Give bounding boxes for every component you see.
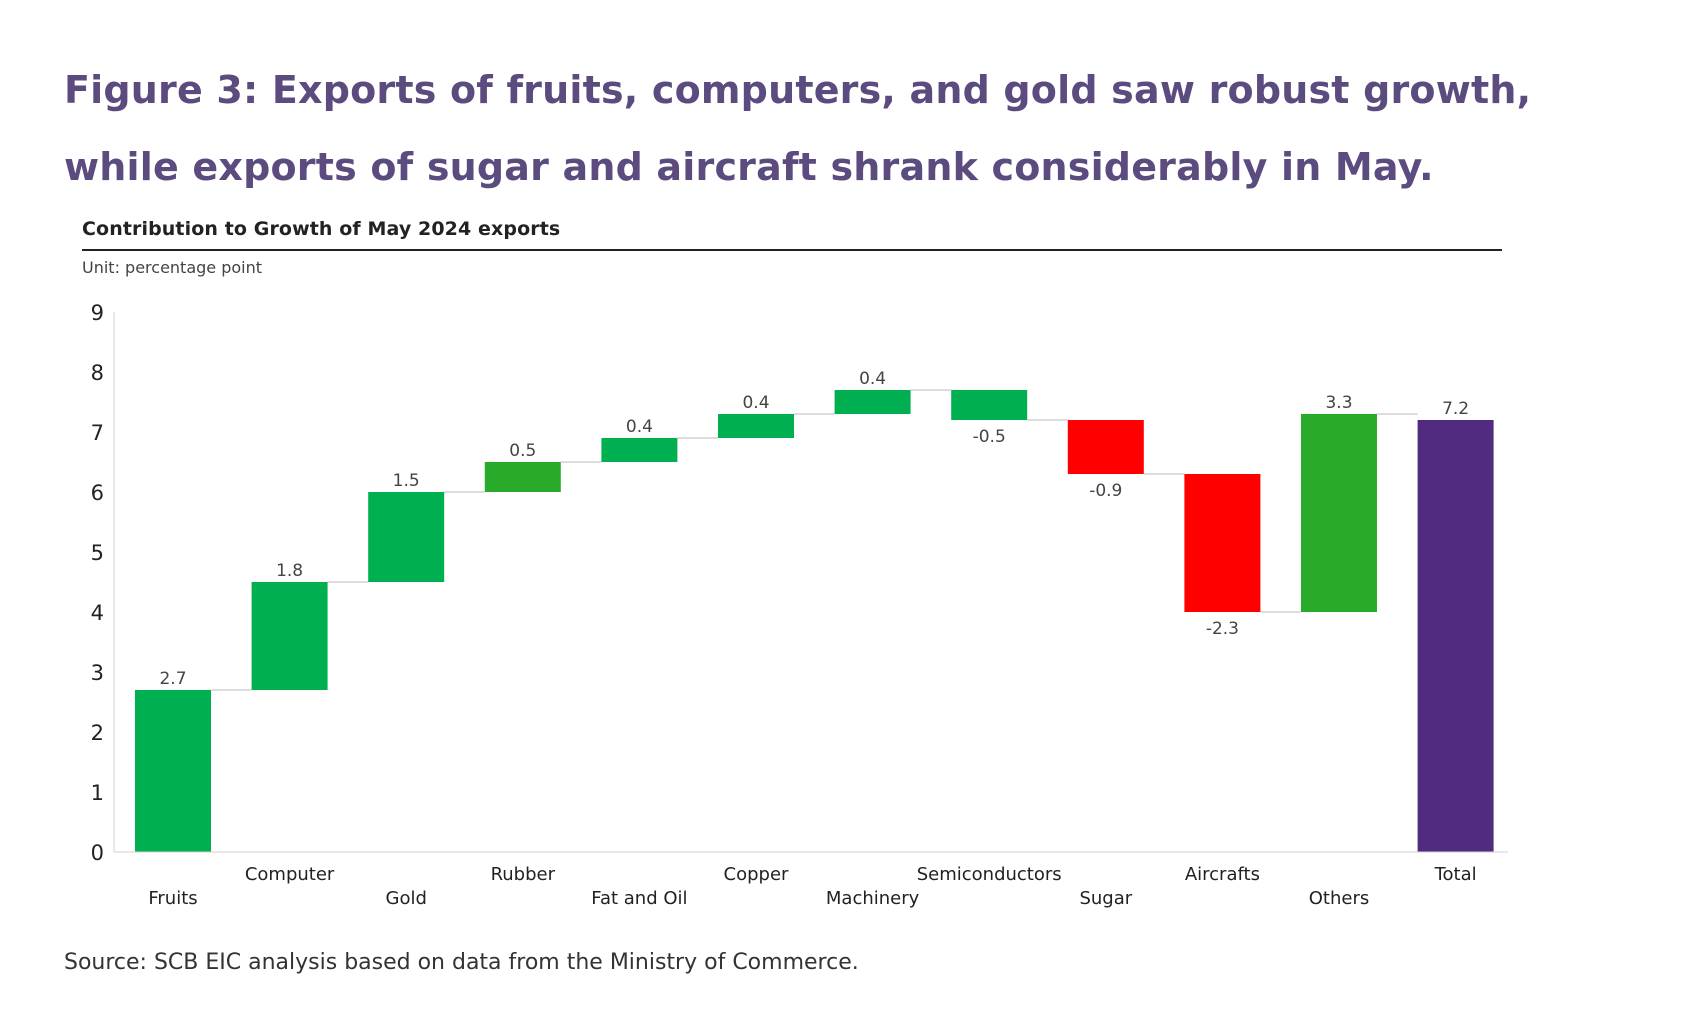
data-label: 1.8: [276, 561, 303, 581]
data-label: 1.5: [393, 471, 420, 491]
data-label: 3.3: [1325, 393, 1352, 413]
data-label: -0.5: [973, 427, 1006, 447]
data-label: 2.7: [159, 669, 186, 689]
x-tick-label: Others: [1309, 888, 1370, 909]
data-label: 0.4: [626, 417, 653, 437]
x-tick-label: Sugar: [1079, 888, 1132, 909]
x-axis: Fruits Computer Gold Rubber Fat and Oil Coppe…: [114, 851, 1508, 909]
x-tick-label: Rubber: [491, 864, 556, 885]
y-tick-label: 0: [91, 841, 104, 865]
y-tick-label: 3: [91, 661, 104, 685]
title-divider: [82, 249, 1502, 251]
bar-others: [1301, 414, 1377, 612]
bar-computer: [251, 582, 328, 690]
y-tick-label: 4: [91, 601, 104, 625]
y-tick-label: 5: [91, 541, 104, 565]
y-tick-label: 6: [91, 481, 104, 505]
bar-total: [1417, 420, 1494, 852]
y-axis: 0 1 2 3 4 5 6 7 8 9: [91, 301, 115, 865]
y-tick-label: 7: [91, 421, 104, 445]
chart-unit: Unit: percentage point: [82, 258, 263, 277]
data-label: 0.5: [509, 441, 536, 461]
x-tick-label: Computer: [245, 864, 335, 885]
data-label: 0.4: [859, 369, 886, 389]
bar-rubber: [484, 462, 561, 492]
bar-fat-and-oil: [601, 438, 678, 462]
bar-gold: [368, 492, 445, 582]
bar-copper: [718, 414, 794, 438]
data-label: 0.4: [742, 393, 769, 413]
y-tick-label: 2: [91, 721, 104, 745]
data-label: -2.3: [1206, 619, 1239, 639]
connector-lines: [211, 389, 1418, 691]
bar-machinery: [834, 390, 911, 414]
y-tick-label: 1: [91, 781, 104, 805]
waterfall-chart: 0 1 2 3 4 5 6 7 8 9 2.7 1.8 1.5 0.5 0.4 0.4 0.4 -0.5 -0.9…: [91, 301, 1508, 909]
bars: [135, 390, 1494, 852]
page-title: Figure 3: Exports of fruits, computers, …: [64, 68, 1532, 189]
data-label: -0.9: [1089, 481, 1122, 501]
data-labels: 2.7 1.8 1.5 0.5 0.4 0.4 0.4 -0.5 -0.9 -2.3 3.3 7.2: [159, 369, 1469, 689]
bar-fruits: [135, 690, 211, 852]
data-label: 7.2: [1442, 399, 1469, 419]
bar-semiconductors: [951, 390, 1028, 420]
x-tick-label: Aircrafts: [1185, 864, 1260, 885]
x-tick-label: Copper: [724, 864, 790, 885]
x-tick-label: Gold: [386, 888, 427, 909]
x-tick-label: Total: [1434, 864, 1477, 885]
x-tick-label: Fat and Oil: [591, 888, 687, 909]
x-tick-label: Fruits: [148, 888, 197, 909]
bar-aircrafts: [1184, 474, 1261, 612]
chart-title: Contribution to Growth of May 2024 expor…: [82, 218, 561, 240]
y-tick-label: 9: [91, 301, 104, 325]
x-tick-label: Machinery: [826, 888, 920, 909]
source-note: Source: SCB EIC analysis based on data f…: [64, 950, 859, 975]
x-tick-label: Semiconductors: [917, 864, 1062, 885]
bar-sugar: [1067, 420, 1144, 474]
y-tick-label: 8: [91, 361, 104, 385]
